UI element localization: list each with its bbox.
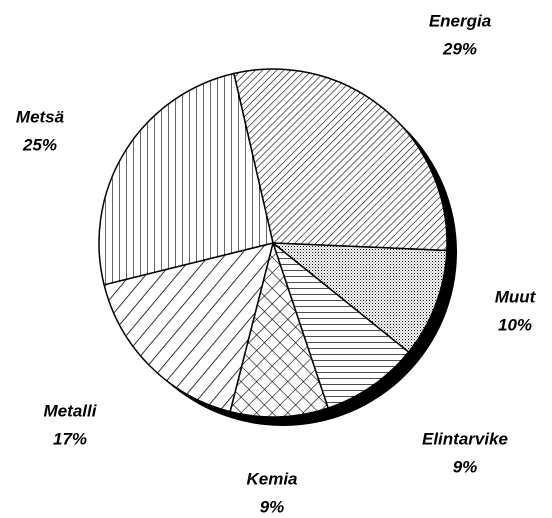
slice-value-label: 9% <box>453 457 478 476</box>
slice-label: Metsä <box>16 107 64 126</box>
slice-label: Energia <box>429 11 491 30</box>
slice-value-label: 17% <box>53 429 87 448</box>
slice-value-label: 29% <box>442 39 477 58</box>
pie-slice <box>270 242 448 354</box>
pie-slice <box>271 240 410 410</box>
slice-value-label: 25% <box>22 135 57 154</box>
pie-slice <box>103 241 275 413</box>
slice-value-label: 9% <box>260 497 285 516</box>
slice-label: Muut <box>495 287 537 306</box>
slice-value-label: 10% <box>498 315 532 334</box>
pie-slice <box>232 68 448 252</box>
pie-slice <box>98 72 274 286</box>
slice-label: Metalli <box>44 401 98 420</box>
slice-label: Kemia <box>246 469 297 488</box>
pie-slice <box>229 240 330 418</box>
slice-label: Elintarvike <box>422 429 508 448</box>
